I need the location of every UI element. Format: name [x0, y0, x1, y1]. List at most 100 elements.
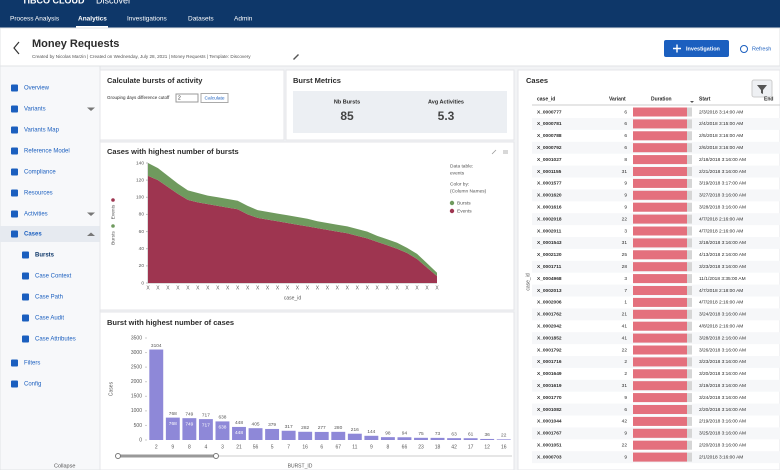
- cell-case-id[interactable]: X_0001051: [537, 442, 562, 448]
- cell-case-id[interactable]: X_0001620: [537, 193, 562, 199]
- sidebar-item[interactable]: Filters: [24, 361, 40, 367]
- cell-case-id[interactable]: X_0001577: [537, 181, 562, 187]
- cell-case-id[interactable]: X_0001649: [537, 371, 562, 377]
- sidebar-item[interactable]: Bursts: [35, 253, 55, 259]
- cell-case-id[interactable]: X_0002013: [537, 288, 562, 294]
- cell-case-id[interactable]: X_0001762: [537, 312, 562, 318]
- cell-start: 4/7/2018 2:16:00 AM: [699, 216, 743, 222]
- sidebar-icon: [22, 335, 29, 343]
- sidebar-item[interactable]: Variants Map: [24, 128, 60, 134]
- cell-case-id[interactable]: X_0002018: [537, 216, 562, 222]
- x-tick-label: X: [186, 285, 190, 291]
- duration-bar: [633, 286, 687, 295]
- sidebar-item[interactable]: Resources: [24, 191, 53, 197]
- nav-tab[interactable]: Analytics: [78, 16, 107, 23]
- brand: TIBCO CLOUD: [22, 0, 85, 5]
- cell-case-id[interactable]: X_0002042: [537, 323, 562, 329]
- refresh-button[interactable]: Refresh: [752, 46, 771, 52]
- scroll-handle[interactable]: [213, 453, 219, 459]
- cell-case-id[interactable]: X_0002120: [537, 252, 562, 258]
- metrics-box: [293, 91, 507, 133]
- sidebar-item[interactable]: Reference Model: [24, 149, 70, 155]
- calculate-button[interactable]: [200, 93, 229, 103]
- cell-variant: 9: [624, 395, 627, 401]
- cell-case-id[interactable]: X_0001716: [537, 359, 562, 365]
- x-axis-label: BURST_ID: [288, 463, 313, 469]
- cell-case-id[interactable]: X_0002011: [537, 228, 562, 234]
- sidebar-item[interactable]: Config: [24, 382, 41, 388]
- cell-variant: 3: [624, 276, 627, 282]
- nav-tab[interactable]: Process Analysis: [10, 16, 60, 23]
- x-tick-label: 66: [402, 444, 408, 450]
- y-tick-label: 0: [139, 437, 142, 443]
- back-button[interactable]: [13, 41, 20, 55]
- x-tick-label: 6: [320, 444, 323, 450]
- nav-tab[interactable]: Investigations: [127, 16, 167, 23]
- cell-case-id[interactable]: X_0000781: [537, 121, 562, 127]
- sidebar-item[interactable]: Case Path: [35, 295, 63, 301]
- sidebar-item[interactable]: Case Audit: [35, 316, 64, 322]
- scroll-handle[interactable]: [115, 453, 121, 459]
- cell-case-id[interactable]: X_0001711: [537, 264, 562, 270]
- cell-case-id[interactable]: X_0001044: [537, 419, 562, 425]
- x-tick-label: X: [176, 285, 180, 291]
- sidebar-item[interactable]: Case Context: [35, 274, 72, 280]
- cell-case-id[interactable]: X_0001027: [537, 157, 562, 163]
- sidebar-icon: [11, 147, 18, 155]
- cell-start: 3/20/2018 3:16:00 AM: [699, 371, 746, 377]
- column-header[interactable]: Duration: [651, 96, 672, 102]
- sidebar-item[interactable]: Case Attributes: [35, 337, 76, 343]
- x-tick-label: X: [306, 285, 310, 291]
- cell-start: 3/19/2018 3:17:00 AM: [699, 181, 746, 187]
- cutoff-input[interactable]: [175, 93, 199, 103]
- scroll-thumb[interactable]: [118, 454, 216, 458]
- cell-case-id[interactable]: X_0000777: [537, 109, 562, 115]
- investigation-button[interactable]: [664, 40, 729, 57]
- collapse-button[interactable]: Collapse: [54, 463, 75, 469]
- bar-value-label: 63: [451, 431, 457, 437]
- bar: [480, 438, 495, 440]
- bar: [463, 438, 478, 440]
- column-header[interactable]: case_id: [537, 96, 555, 102]
- column-header[interactable]: Start: [699, 96, 711, 102]
- cell-case-id[interactable]: X_0001616: [537, 204, 562, 210]
- cell-variant: 1: [624, 300, 627, 306]
- sidebar-item[interactable]: Overview: [24, 86, 50, 92]
- column-header[interactable]: Variant: [609, 96, 626, 102]
- cell-case-id[interactable]: X_0001852: [537, 335, 562, 341]
- bar-inner-label: 749: [185, 421, 193, 427]
- cell-case-id[interactable]: X_0001767: [537, 431, 562, 437]
- cell-case-id[interactable]: X_0001082: [537, 407, 562, 413]
- cutoff-value[interactable]: 2: [178, 95, 181, 101]
- chart-title: Burst with highest number of cases: [107, 318, 234, 327]
- cell-case-id[interactable]: X_0001155: [537, 169, 562, 175]
- cell-start: 2/4/2018 3:15:00 AM: [699, 121, 743, 127]
- bar: [165, 417, 180, 440]
- cell-case-id[interactable]: X_0001770: [537, 395, 562, 401]
- duration-bar: [633, 393, 687, 403]
- duration-bar: [633, 357, 687, 367]
- cell-case-id[interactable]: X_0004968: [537, 276, 562, 282]
- bar: [149, 349, 164, 440]
- cell-case-id[interactable]: X_0000788: [537, 133, 562, 139]
- sidebar-icon: [22, 293, 29, 301]
- nav-tab[interactable]: Admin: [234, 16, 253, 23]
- cell-start: 3/19/2018 3:16:00 AM: [699, 383, 746, 389]
- investigation-button-label[interactable]: Investigation: [686, 46, 721, 52]
- cell-case-id[interactable]: X_0002006: [537, 300, 562, 306]
- cell-case-id[interactable]: X_0000792: [537, 145, 562, 151]
- cell-case-id[interactable]: X_0001543: [537, 240, 562, 246]
- cell-case-id[interactable]: X_0001792: [537, 347, 562, 353]
- sidebar-item[interactable]: Variants: [24, 107, 46, 113]
- sidebar-item[interactable]: Compliance: [24, 170, 56, 176]
- legend-swatch: [449, 208, 455, 214]
- column-header[interactable]: End: [764, 96, 773, 102]
- cell-case-id[interactable]: X_0000703: [537, 454, 562, 460]
- nav-tab[interactable]: Datasets: [188, 16, 214, 23]
- cell-start: 2/20/2018 3:16:00 AM: [699, 407, 746, 413]
- cell-case-id[interactable]: X_0001619: [537, 383, 562, 389]
- calculate-label[interactable]: Calculate: [205, 95, 225, 101]
- sidebar-item[interactable]: Cases: [24, 232, 42, 238]
- sidebar-item[interactable]: Activities: [24, 212, 48, 218]
- x-tick-label: 42: [451, 444, 457, 450]
